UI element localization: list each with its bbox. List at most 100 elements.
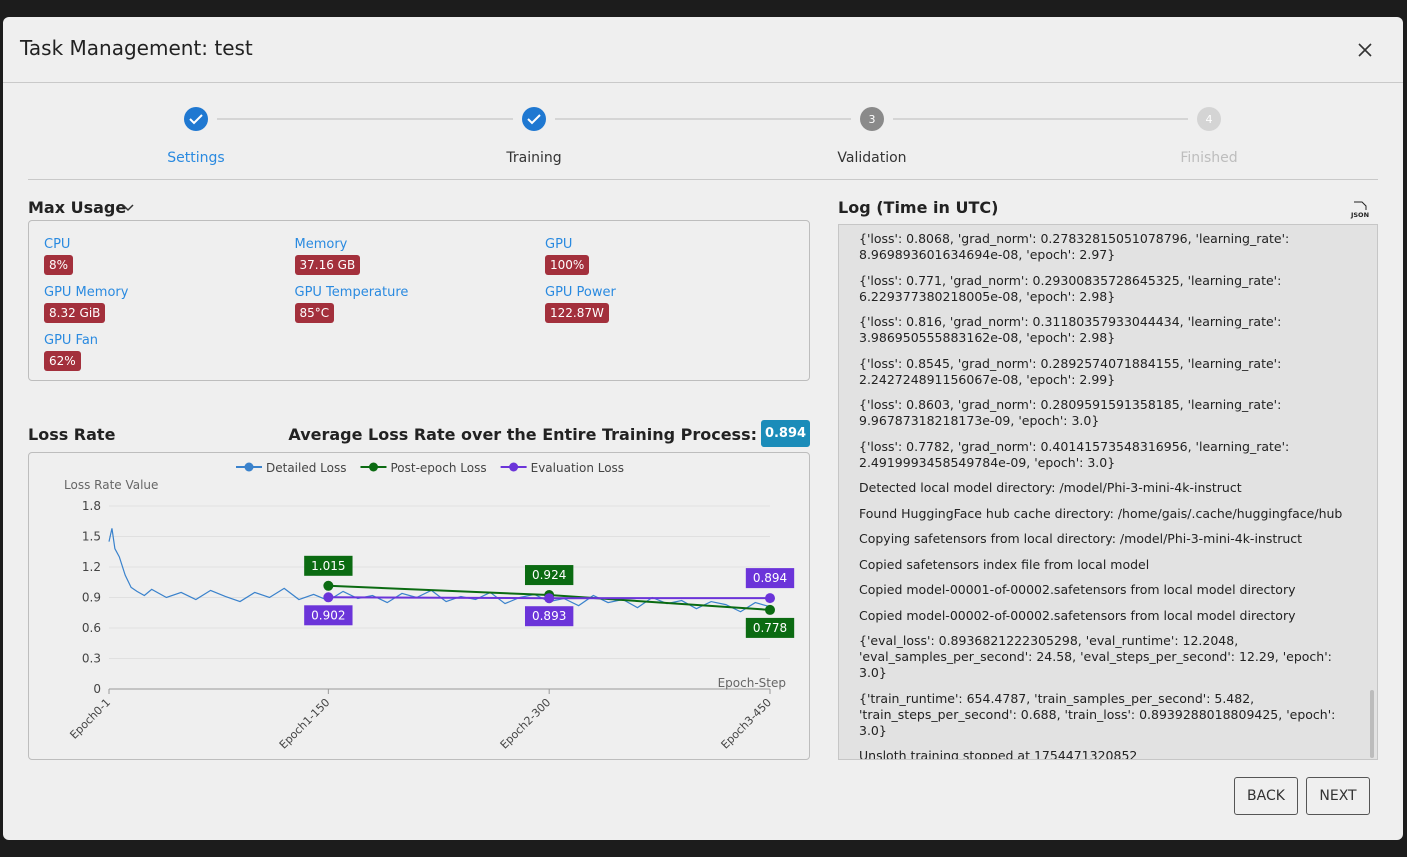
step-icon <box>184 107 208 131</box>
metric-name: GPU <box>545 237 573 252</box>
step-icon <box>522 107 546 131</box>
log-entry: Copied model-00002-of-00002.safetensors … <box>859 607 1296 623</box>
metric-value: 37.16 GB <box>294 255 361 275</box>
export-json-button[interactable]: JSON <box>1350 201 1370 219</box>
stepper: 3 4 Settings Training Validation Finishe… <box>167 107 1238 166</box>
next-button[interactable]: NEXT <box>1306 777 1370 815</box>
step-number: 3 <box>869 113 876 126</box>
dialog-title: Task Management: test <box>20 36 253 60</box>
data-label: 0.893 <box>532 609 566 623</box>
legend-marker <box>368 462 378 472</box>
y-axis-label: Loss Rate Value <box>64 478 158 492</box>
x-tick-label: Epoch3-450 <box>719 696 775 752</box>
metric: GPU Memory 8.32 GiB <box>44 285 128 323</box>
metric-name: CPU <box>44 237 71 252</box>
legend-label: Post-epoch Loss <box>390 461 486 475</box>
log-entry: Unsloth training stopped at 175447132085… <box>859 748 1138 760</box>
metric-value: 8% <box>44 255 74 275</box>
log-entry: {'eval_loss': 0.8936821222305298, 'eval_… <box>859 633 1332 680</box>
log-title: Log (Time in UTC) <box>838 198 999 217</box>
data-label: 0.924 <box>532 568 566 582</box>
scrollbar[interactable] <box>1370 690 1374 758</box>
log-panel: {'loss': 0.8068, 'grad_norm': 0.27832815… <box>838 224 1378 760</box>
step-label: Finished <box>1180 150 1237 166</box>
log-entry: Found HuggingFace hub cache directory: /… <box>859 505 1343 521</box>
metric: GPU Power 122.87W <box>545 285 616 323</box>
average-badge: 0.894 <box>761 420 810 447</box>
data-label-box <box>745 568 795 589</box>
divider <box>28 179 1378 180</box>
log-entry: Copying safetensors from local directory… <box>859 531 1303 546</box>
legend-marker <box>509 462 519 472</box>
series-line <box>108 528 771 613</box>
metric-name: Memory <box>294 237 348 252</box>
icon-text: JSON <box>1350 211 1369 219</box>
log-entry: Copied model-00001-of-00002.safetensors … <box>859 582 1296 597</box>
point <box>765 593 775 604</box>
metric-value: 122.87W <box>545 303 609 323</box>
average-label: Average Loss Rate over the Entire Traini… <box>288 425 757 444</box>
metric-name: GPU Memory <box>44 285 129 300</box>
metric-value: 100% <box>545 255 590 275</box>
legend-label: Detailed Loss <box>266 461 346 475</box>
point <box>765 604 775 615</box>
data-label-box <box>304 605 353 626</box>
metric: GPU Temperature 85°C <box>294 285 409 323</box>
back-button[interactable]: BACK <box>1234 777 1298 815</box>
metric: Memory 37.16 GB <box>294 237 361 275</box>
log-entry: {'loss': 0.8603, 'grad_norm': 0.28095915… <box>859 397 1282 428</box>
step-number: 4 <box>1206 113 1213 126</box>
log-entry: {'loss': 0.8068, 'grad_norm': 0.27832815… <box>859 231 1290 262</box>
usage-title[interactable]: Max Usage <box>28 198 127 217</box>
log-entry: {'loss': 0.816, 'grad_norm': 0.311803579… <box>859 314 1282 345</box>
y-tick-label: 1.2 <box>82 560 101 574</box>
data-label: 0.894 <box>753 571 787 585</box>
log-entry: {'train_runtime': 654.4787, 'train_sampl… <box>859 690 1336 738</box>
chart-panel <box>28 452 810 760</box>
metric-value: 62% <box>44 351 81 371</box>
data-label-box <box>745 617 795 638</box>
x-tick-label: Epoch1-150 <box>277 696 333 752</box>
step-icon <box>860 107 884 131</box>
check-icon <box>527 114 541 125</box>
data-label: 0.902 <box>311 608 345 622</box>
y-tick-label: 0.3 <box>82 652 101 666</box>
y-tick-label: 0.6 <box>82 621 101 635</box>
step-label: Validation <box>837 150 906 166</box>
y-tick-label: 0 <box>93 682 101 696</box>
log-entry: {'loss': 0.7782, 'grad_norm': 0.40141573… <box>859 438 1290 470</box>
y-tick-label: 0.9 <box>82 591 101 605</box>
x-tick-label: Epoch0-1 <box>67 696 113 742</box>
step-icon <box>1197 107 1221 131</box>
close-button[interactable] <box>1355 40 1375 60</box>
chart: 0 0.3 0.6 0.9 1.2 1.5 1.8 Epoch0-1 Epoch1-150 Epo… <box>64 461 795 752</box>
step-label[interactable]: Settings <box>167 150 224 166</box>
point <box>544 593 555 604</box>
metric: GPU 100% <box>545 237 590 275</box>
loss-title: Loss Rate <box>28 425 116 444</box>
y-tick-label: 1.8 <box>82 499 101 513</box>
metric-name: GPU Power <box>545 285 616 300</box>
log-entry: Copied safetensors index file from local… <box>859 556 1150 572</box>
usage-panel: CPU 8% Memory 37.16 GB GPU 100% GPU Memory 8.32… <box>28 220 810 381</box>
metric-name: GPU Temperature <box>294 285 409 300</box>
point <box>323 592 334 603</box>
data-label-box <box>524 565 574 586</box>
data-label: 0.778 <box>753 621 787 635</box>
y-tick-label: 1.5 <box>82 530 101 544</box>
log-entry: {'loss': 0.771, 'grad_norm': 0.293008357… <box>859 272 1282 304</box>
metric: GPU Fan 62% <box>44 333 98 371</box>
step-label[interactable]: Training <box>505 150 561 166</box>
legend-label: Evaluation Loss <box>531 461 624 475</box>
legend-marker <box>244 462 254 472</box>
data-label-box <box>304 555 353 576</box>
divider <box>3 82 1403 83</box>
metric-name: GPU Fan <box>44 333 99 348</box>
chevron-icon[interactable] <box>121 203 135 213</box>
metric-value: 8.32 GiB <box>44 303 106 323</box>
x-tick-label: Epoch2-300 <box>498 696 554 752</box>
log-entry: Detected local model directory: /model/P… <box>859 480 1242 495</box>
data-label: 1.015 <box>311 559 345 573</box>
data-label-box <box>524 606 574 627</box>
point <box>323 580 334 591</box>
